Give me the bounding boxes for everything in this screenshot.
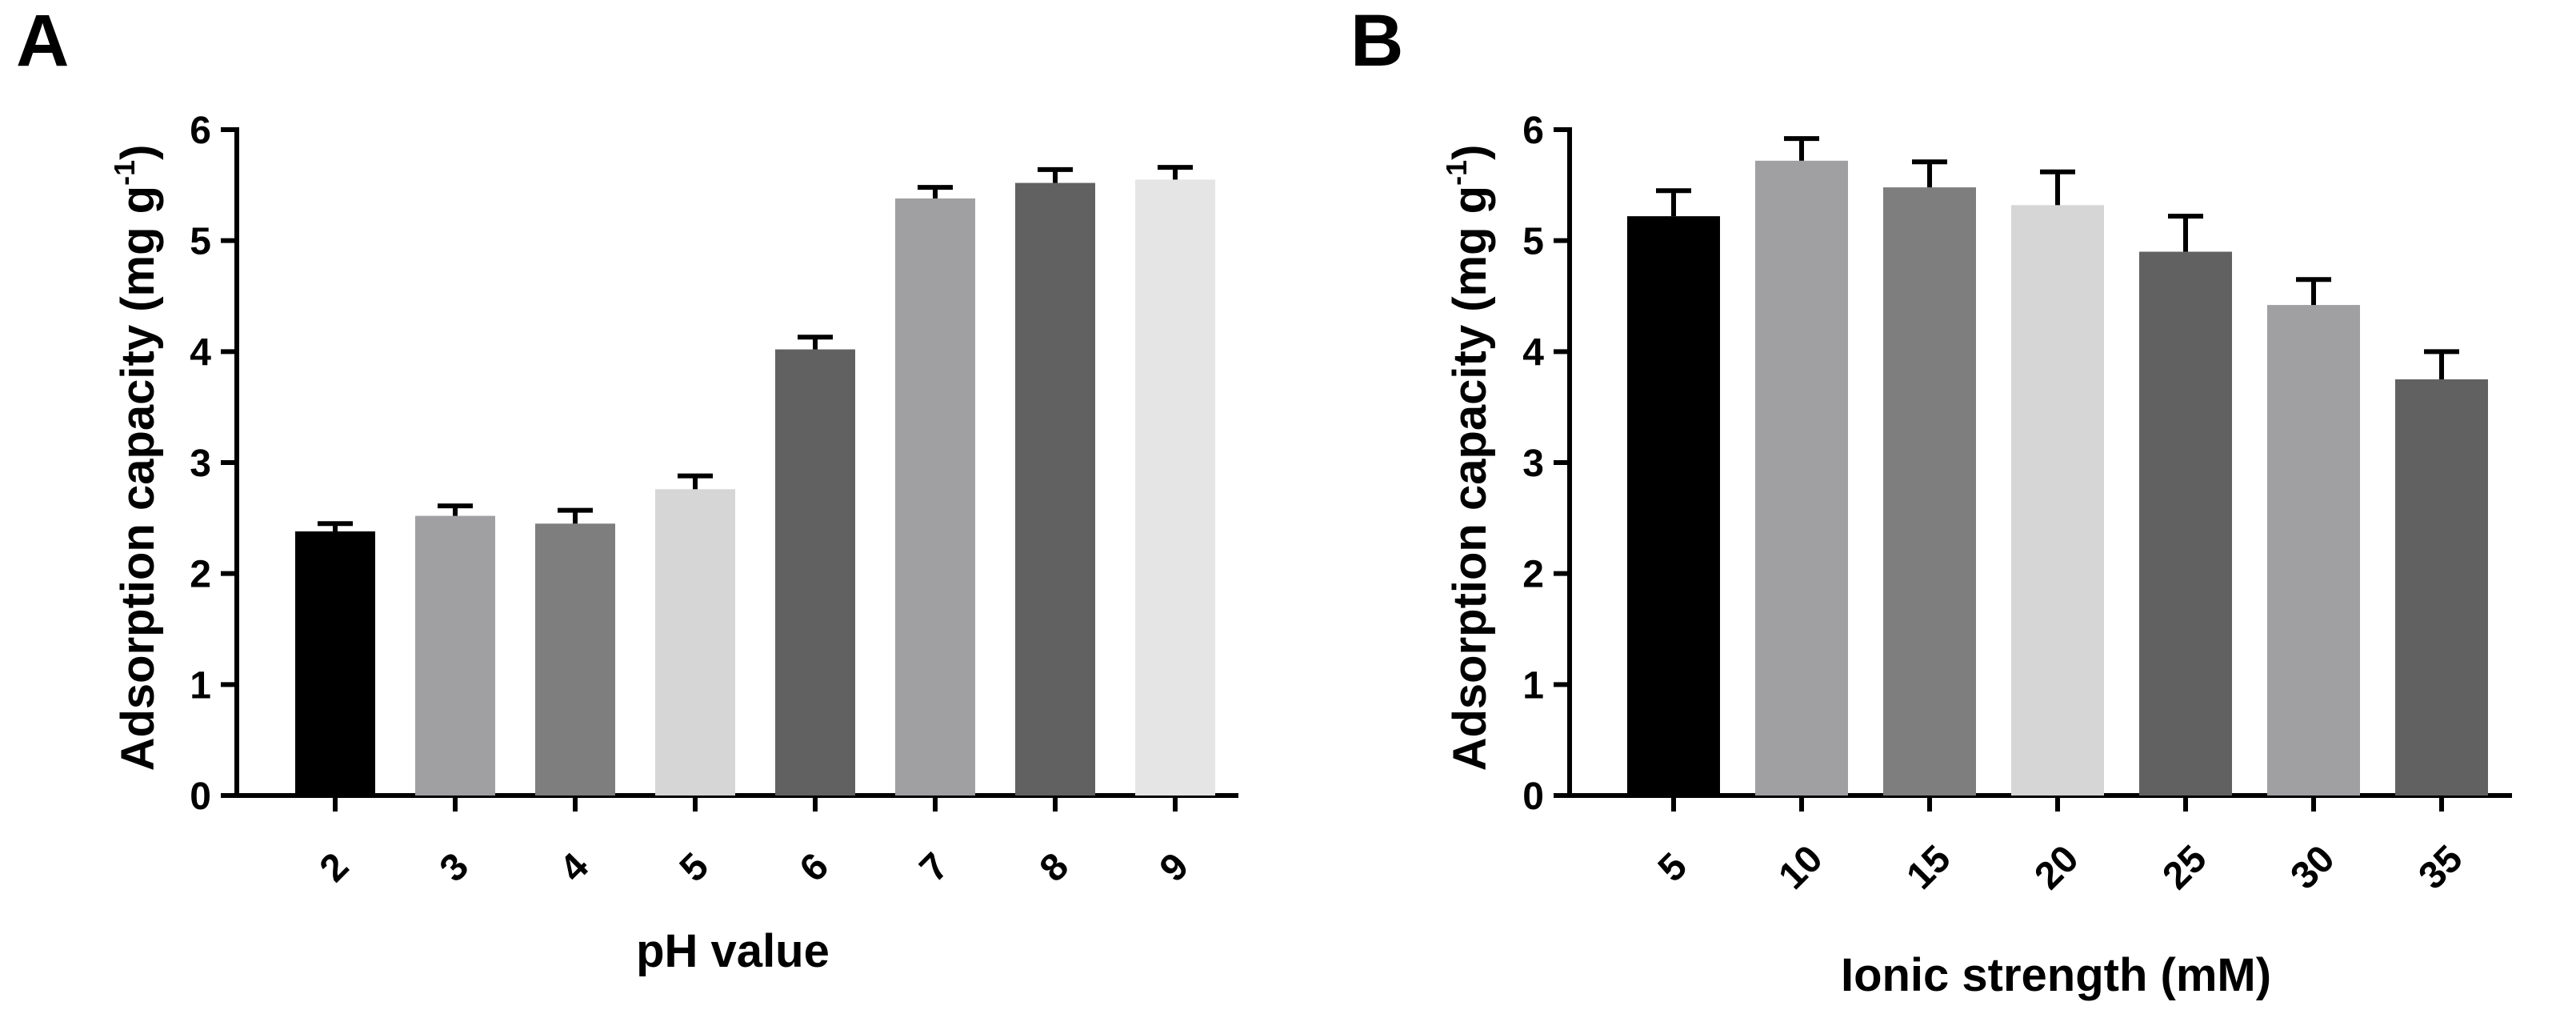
panel-b-y-tick-label: 6	[1522, 110, 1544, 152]
panel-b-x-axis-title: Ionic strength (mM)	[1841, 949, 2271, 1001]
panel-a-bar	[655, 489, 735, 796]
panel-a-y-tick-label: 0	[190, 776, 211, 818]
panel-a-bar	[1135, 179, 1215, 796]
panel-a-y-tick-label: 2	[190, 554, 211, 596]
panel-b-label: B	[1350, 0, 1403, 82]
panel-b-y-tick-label: 5	[1522, 221, 1544, 263]
panel-a-y-tick-label: 5	[190, 221, 211, 263]
panel-b-bar	[2267, 305, 2360, 796]
panel-a-y-axis-title: Adsorption capacity (mg g-1)	[108, 145, 164, 772]
panel-b-bar	[2011, 205, 2104, 796]
panel-a-bar	[295, 531, 375, 796]
panel-a-bar	[535, 523, 615, 796]
panel-b-y-tick-label: 0	[1522, 776, 1544, 818]
panel-a-x-axis-title: pH value	[636, 925, 830, 977]
panel-b-x-tick-label: 30	[2282, 837, 2342, 897]
panel-a-x-tick-label: 9	[1152, 845, 1197, 890]
panel-b-x-tick-label: 5	[1650, 845, 1695, 890]
panel-b-bar	[2395, 379, 2488, 796]
panel-b-chart: B Adsorption capacity (mg g-1) Ionic str…	[1350, 0, 2512, 1001]
panel-b-y-tick-label: 1	[1522, 664, 1544, 707]
panel-a-x-tick-label: 8	[1032, 845, 1077, 890]
panel-a-x-tick-label: 3	[432, 845, 477, 890]
panel-a-bar	[895, 198, 975, 796]
panel-a-x-tick-label: 6	[792, 845, 837, 890]
panel-a-x-tick-label: 4	[552, 845, 598, 891]
panel-b-bar	[1627, 216, 1720, 796]
panel-a-bar	[775, 349, 855, 796]
panel-b-x-tick-label: 35	[2410, 837, 2470, 897]
panel-a-x-tick-label: 2	[312, 845, 357, 890]
panel-a-y-tick-label: 1	[190, 664, 211, 707]
panel-a-chart: A Adsorption capacity (mg g-1) pH value …	[16, 0, 1238, 977]
panel-b-x-tick-label: 25	[2154, 837, 2214, 897]
panel-b-bar	[1755, 160, 1848, 796]
panel-a-x-tick-label: 5	[672, 845, 717, 890]
panel-a-label: A	[16, 0, 69, 82]
panel-b-x-tick-label: 20	[2026, 837, 2086, 897]
panel-b-y-tick-label: 4	[1522, 331, 1544, 374]
panel-b-bar	[2139, 251, 2232, 796]
panel-a-y-tick-label: 3	[190, 443, 211, 485]
panel-a-y-tick-label: 6	[190, 110, 211, 152]
panel-a-bar	[1015, 182, 1095, 796]
panel-a-bars	[295, 165, 1215, 796]
panel-a-x-tick-label: 7	[912, 845, 957, 890]
panel-b-y-axis-title: Adsorption capacity (mg g-1)	[1440, 145, 1496, 772]
panel-a-y-tick-label: 4	[190, 331, 211, 374]
panel-b-x-tick-label: 15	[1898, 837, 1958, 897]
panel-b-y-tick-label: 3	[1522, 443, 1544, 485]
panel-b-bar	[1883, 187, 1976, 796]
panel-b-bars	[1627, 136, 2488, 796]
panel-b-x-tick-label: 10	[1770, 837, 1830, 897]
panel-a-bar	[415, 515, 495, 796]
panel-b-y-tick-label: 2	[1522, 554, 1544, 596]
